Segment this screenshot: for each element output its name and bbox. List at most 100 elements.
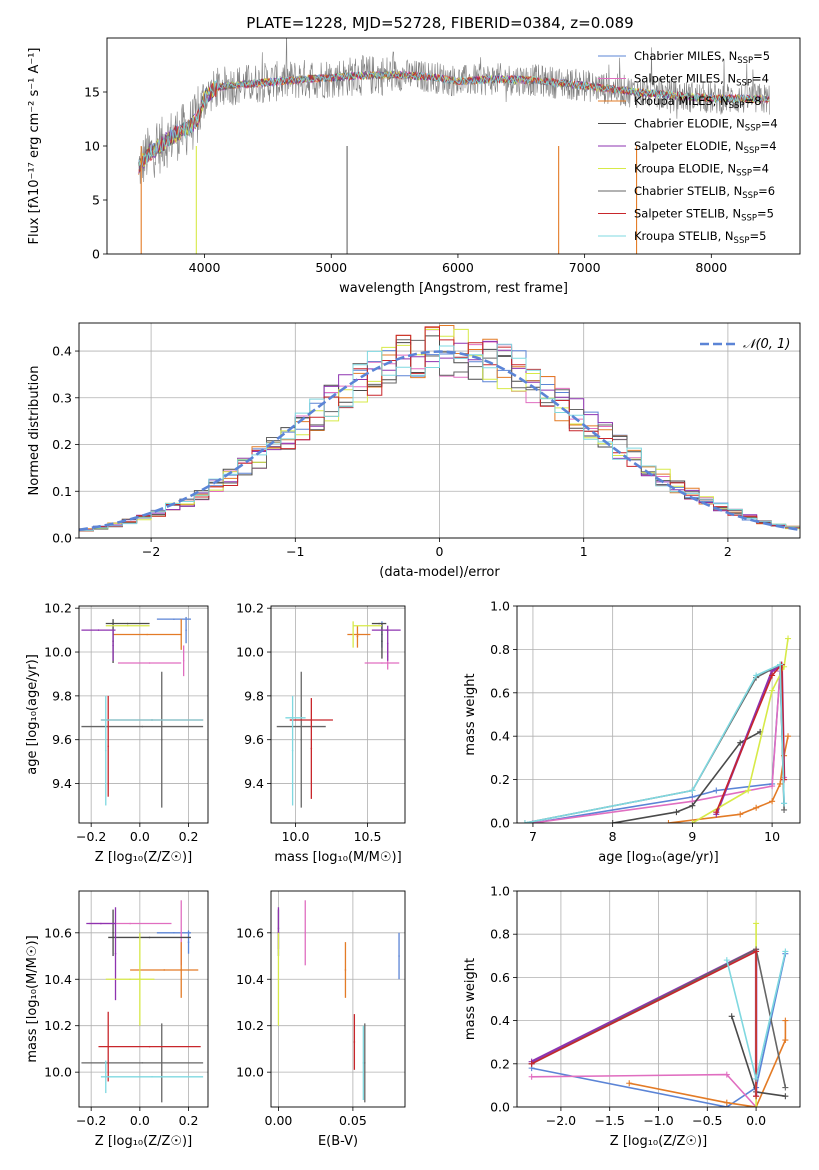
x-tick-label: 0.0 xyxy=(746,1113,766,1128)
legend-label-main: Chabrier MILES, N xyxy=(634,49,737,63)
errorbars xyxy=(277,900,400,1103)
y-tick-label: 0.0 xyxy=(490,1100,510,1115)
weight-series xyxy=(524,663,785,823)
axes-frame xyxy=(516,890,801,1108)
x-tick-label: −1 xyxy=(286,544,304,559)
y-axis-label: mass weight xyxy=(463,958,478,1040)
spectrum-panel: 4000 5000 6000 7000 8000 0 5 10 15 wavelength [An… xyxy=(27,37,801,296)
legend-label: Salpeter MILES, NSSP=4 xyxy=(634,72,769,89)
weight-marker xyxy=(745,787,752,794)
data-point xyxy=(141,1062,144,1064)
data-point xyxy=(300,738,303,741)
weight-marker xyxy=(753,948,760,955)
x-tick-label: 10 xyxy=(764,829,780,844)
y-tick-label: 9.4 xyxy=(52,776,72,791)
weight-series xyxy=(715,663,785,813)
legend-gaussian-label: 𝒩(0, 1) xyxy=(743,337,790,352)
legend-label-sub: SSP xyxy=(736,79,752,89)
data-point xyxy=(352,633,354,636)
y-tick-label: 0.1 xyxy=(52,484,72,499)
data-point xyxy=(100,922,102,925)
weight-marker xyxy=(782,1017,789,1024)
y-tick-label: 10.0 xyxy=(44,1065,72,1080)
data-point xyxy=(185,629,187,631)
legend-label-sub: SSP xyxy=(742,191,758,201)
data-point xyxy=(148,662,151,664)
weight-marker xyxy=(781,806,788,813)
data-point xyxy=(356,635,359,638)
x-tick-label: 9 xyxy=(688,829,696,844)
legend-label: Kroupa ELODIE, NSSP=4 xyxy=(634,162,769,179)
weight-marker xyxy=(521,820,528,823)
z-age-panel: −0.2 0.0 0.2 9.4 9.6 9.8 10.0 10.2 Z [log₁₀(Z/Z☉… xyxy=(25,601,209,865)
mass-age-panel: 10.0 10.5 9.4 9.6 9.8 10.0 10.2 mass [log₁₀(M/M… xyxy=(236,601,406,865)
data-point xyxy=(151,719,153,721)
y-tick-label: 15 xyxy=(84,85,100,100)
x-tick-label: 0.2 xyxy=(179,1113,199,1128)
x-tick-label: 1 xyxy=(580,544,588,559)
x-tick-label: −2.0 xyxy=(546,1113,576,1128)
legend-label-main: Kroupa STELIB, N xyxy=(634,229,734,243)
y-tick-label: 1.0 xyxy=(490,599,510,614)
legend-label-main: Salpeter ELODIE, N xyxy=(634,139,744,153)
weight-series xyxy=(629,1020,787,1107)
model-spectrum xyxy=(138,70,770,169)
y-tick-label: 0.4 xyxy=(52,344,72,359)
weight-marker xyxy=(777,780,784,787)
y-tick-label: 9.4 xyxy=(244,776,264,791)
x-tick-label: 8 xyxy=(609,829,617,844)
y-tick-label: 10.2 xyxy=(236,1018,264,1033)
legend-label-tail: =4 xyxy=(760,139,777,153)
x-tick-label: −1.5 xyxy=(595,1113,625,1128)
data-point xyxy=(381,640,383,642)
y-tick-label: 9.6 xyxy=(244,732,264,747)
y-tick-label: 0.8 xyxy=(490,642,510,657)
data-point xyxy=(353,1041,356,1043)
legend-label: Chabrier MILES, NSSP=5 xyxy=(634,49,770,66)
data-point xyxy=(104,1076,107,1078)
legend-label: Salpeter STELIB, NSSP=5 xyxy=(634,207,774,224)
y-tick-label: 10.6 xyxy=(236,925,264,940)
y-tick-label: 10.2 xyxy=(44,601,72,616)
data-point xyxy=(385,629,388,631)
errorbars xyxy=(81,900,204,1103)
weight-series xyxy=(691,638,789,823)
weight-marker xyxy=(673,809,680,816)
y-tick-label: 10.0 xyxy=(236,645,264,660)
x-tick-label: 0.0 xyxy=(130,1113,150,1128)
data-point xyxy=(398,955,400,957)
axes-frame xyxy=(270,890,406,1108)
y-tick-label: 10.6 xyxy=(44,925,72,940)
y-tick-label: 10.2 xyxy=(44,1018,72,1033)
data-point xyxy=(364,1062,366,1064)
legend-label-main: Kroupa ELODIE, N xyxy=(634,162,736,176)
legend-label-tail: =4 xyxy=(761,117,778,131)
spectrum-lines xyxy=(138,38,770,254)
data-point xyxy=(358,633,360,636)
figure-title: PLATE=1228, MJD=52728, FIBERID=0384, z=0… xyxy=(246,14,633,32)
data-point xyxy=(366,624,369,627)
legend-label-tail: =5 xyxy=(753,49,770,63)
data-point xyxy=(173,932,175,934)
data-point xyxy=(386,642,389,645)
data-point xyxy=(112,644,114,647)
weight-marker xyxy=(782,1093,789,1100)
weight-marker xyxy=(689,820,696,823)
weight-marker xyxy=(723,1071,730,1078)
errorbars xyxy=(81,616,204,808)
y-axis-label: mass [log₁₀(M/M☉)] xyxy=(25,935,40,1062)
data-point xyxy=(148,1045,151,1048)
y-tick-label: 10.4 xyxy=(44,972,72,987)
y-tick-label: 10.2 xyxy=(236,601,264,616)
data-point xyxy=(180,932,183,934)
y-tick-label: 1.0 xyxy=(490,884,510,899)
weight-marker xyxy=(713,787,720,794)
weight-marker xyxy=(753,920,760,927)
axes-frame xyxy=(78,605,209,824)
weight-marker xyxy=(781,800,788,807)
data-point xyxy=(129,978,131,981)
x-tick-label: 5000 xyxy=(315,260,347,275)
weight-marker xyxy=(753,1075,760,1082)
weight-series xyxy=(524,663,785,823)
legend-label-tail: =4 xyxy=(752,72,769,86)
